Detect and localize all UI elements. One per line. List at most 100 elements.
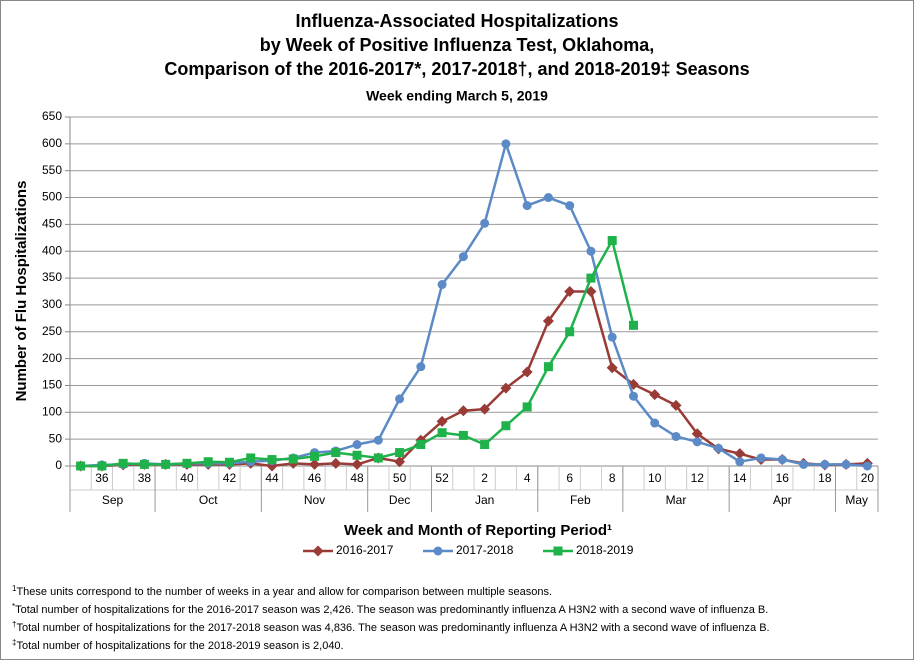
point — [628, 391, 638, 401]
point — [565, 327, 575, 337]
point — [522, 402, 532, 412]
point — [543, 362, 553, 372]
point — [161, 459, 171, 469]
month-label: Dec — [389, 493, 410, 507]
point — [139, 459, 149, 469]
y-tick-label: 450 — [42, 217, 62, 231]
footnote-text: Total number of hospitalizations for the… — [16, 622, 769, 634]
point — [691, 428, 703, 440]
y-tick-label: 650 — [42, 109, 62, 123]
footnote-text: Total number of hospitalizations for the… — [16, 640, 343, 652]
x-tick-label: 16 — [776, 471, 790, 485]
y-tick-label: 600 — [42, 136, 62, 150]
point — [203, 457, 213, 467]
x-tick-label: 6 — [566, 471, 573, 485]
point — [351, 458, 363, 470]
point — [607, 332, 617, 342]
legend-label: 2016-2017 — [336, 543, 394, 557]
footnote: 1These units correspond to the number of… — [12, 584, 552, 598]
point — [628, 320, 638, 330]
x-tick-label: 12 — [691, 471, 705, 485]
legend-label: 2017-2018 — [456, 543, 514, 557]
point — [735, 457, 745, 467]
point — [416, 440, 426, 450]
point — [224, 457, 234, 467]
footnote-text: Total number of hospitalizations for the… — [15, 604, 768, 616]
point — [458, 252, 468, 262]
footnote-text: These units correspond to the number of … — [16, 586, 552, 598]
point — [799, 459, 809, 469]
chart-title: Influenza-Associated Hospitalizations — [295, 11, 618, 31]
point — [734, 448, 746, 460]
x-tick-label: 40 — [180, 471, 194, 485]
point — [670, 399, 682, 411]
point — [312, 545, 324, 557]
point — [501, 139, 511, 149]
y-tick-label: 550 — [42, 163, 62, 177]
y-tick-label: 150 — [42, 378, 62, 392]
y-tick-label: 100 — [42, 404, 62, 418]
point — [352, 450, 362, 460]
point — [457, 405, 469, 417]
point — [394, 456, 406, 468]
month-label: Oct — [199, 493, 218, 507]
month-label: Apr — [773, 493, 792, 507]
point — [565, 201, 575, 211]
point — [671, 431, 681, 441]
footnote-mark: 1 — [12, 584, 17, 593]
x-tick-label: 10 — [648, 471, 662, 485]
x-tick-label: 14 — [733, 471, 747, 485]
point — [437, 428, 447, 438]
point — [820, 459, 830, 469]
point — [118, 458, 128, 468]
point — [714, 443, 724, 453]
month-label: Nov — [304, 493, 325, 507]
point — [650, 418, 660, 428]
month-label: Sep — [102, 493, 124, 507]
point — [309, 458, 321, 470]
y-tick-label: 300 — [42, 297, 62, 311]
footnote-mark: * — [12, 602, 15, 611]
point — [97, 461, 107, 471]
point — [246, 453, 256, 463]
point — [543, 193, 553, 203]
chart-title: Comparison of the 2016-2017*, 2017-2018†… — [164, 59, 749, 79]
month-label: May — [845, 493, 868, 507]
x-tick-label: 38 — [138, 471, 152, 485]
point — [607, 235, 617, 245]
y-tick-label: 0 — [55, 458, 62, 472]
point — [501, 421, 511, 431]
legend-label: 2018-2019 — [576, 543, 634, 557]
month-label: Jan — [475, 493, 494, 507]
x-tick-label: 50 — [393, 471, 407, 485]
x-tick-label: 36 — [95, 471, 109, 485]
point — [564, 286, 576, 297]
footnote: ‡Total number of hospitalizations for th… — [12, 638, 344, 652]
point — [553, 546, 563, 556]
y-tick-label: 200 — [42, 351, 62, 365]
point — [756, 453, 766, 463]
footnote: *Total number of hospitalizations for th… — [12, 602, 768, 616]
point — [586, 273, 596, 283]
point — [433, 546, 443, 556]
point — [373, 453, 383, 463]
point — [841, 459, 851, 469]
x-tick-label: 52 — [435, 471, 449, 485]
x-tick-label: 2 — [481, 471, 488, 485]
point — [500, 382, 512, 394]
chart-subtitle: Week ending March 5, 2019 — [366, 88, 548, 104]
point — [330, 457, 342, 469]
point — [479, 403, 491, 415]
x-tick-label: 46 — [308, 471, 322, 485]
y-tick-label: 500 — [42, 190, 62, 204]
y-tick-label: 350 — [42, 270, 62, 284]
point — [480, 218, 490, 228]
point — [182, 458, 192, 468]
point — [436, 415, 448, 427]
point — [288, 454, 298, 464]
footnote-mark: ‡ — [12, 638, 16, 647]
month-label: Feb — [570, 493, 591, 507]
x-tick-label: 18 — [818, 471, 832, 485]
